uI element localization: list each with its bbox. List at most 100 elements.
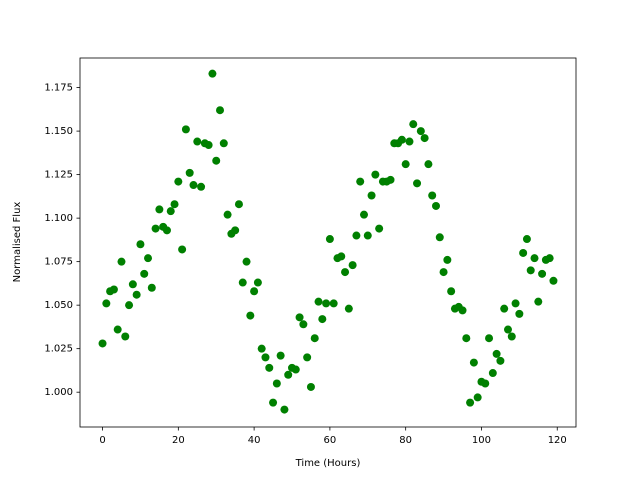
point	[344, 304, 353, 313]
point	[265, 363, 274, 372]
point	[431, 201, 440, 210]
point	[519, 248, 528, 257]
point	[325, 235, 334, 244]
point	[386, 175, 395, 184]
y-axis-label: Normalised Flux	[12, 202, 23, 283]
point	[439, 268, 448, 277]
x-tick-label: 100	[472, 435, 491, 446]
point	[352, 231, 361, 240]
point	[530, 254, 539, 263]
x-tick-label: 0	[99, 435, 105, 446]
point	[295, 313, 304, 322]
point	[515, 309, 524, 318]
x-tick-label: 80	[399, 435, 412, 446]
point	[231, 226, 240, 235]
point	[140, 269, 149, 278]
point	[174, 177, 183, 186]
point	[485, 334, 494, 343]
point	[428, 191, 437, 200]
point	[511, 299, 520, 308]
point	[189, 181, 198, 190]
x-tick-label: 20	[172, 435, 185, 446]
point	[185, 168, 194, 177]
point	[109, 285, 118, 294]
point	[337, 252, 346, 261]
point	[155, 205, 164, 214]
point	[447, 287, 456, 296]
point	[291, 365, 300, 374]
point	[113, 325, 122, 334]
point	[310, 334, 319, 343]
point	[318, 315, 327, 324]
point	[522, 235, 531, 244]
point	[253, 278, 262, 287]
point	[276, 351, 285, 360]
point	[488, 369, 497, 378]
point	[272, 379, 281, 388]
point	[420, 134, 429, 143]
point	[500, 304, 509, 313]
point	[216, 106, 225, 115]
point	[166, 207, 175, 216]
point	[371, 170, 380, 179]
point	[329, 299, 338, 308]
point	[375, 224, 384, 233]
point	[136, 240, 145, 249]
y-tick-label: 1.050	[44, 300, 73, 311]
point	[397, 135, 406, 144]
point	[132, 290, 141, 299]
point	[466, 398, 475, 407]
y-tick-label: 1.150	[44, 126, 73, 137]
point	[367, 191, 376, 200]
point	[170, 200, 179, 209]
point	[98, 339, 107, 348]
point	[162, 226, 171, 235]
point	[481, 379, 490, 388]
point	[151, 224, 160, 233]
point	[503, 325, 512, 334]
point	[208, 69, 217, 78]
point	[128, 280, 137, 289]
point	[322, 299, 331, 308]
point	[269, 398, 278, 407]
point	[473, 393, 482, 402]
point	[526, 266, 535, 275]
point	[348, 261, 357, 270]
y-tick-label: 1.125	[44, 170, 73, 181]
point	[424, 160, 433, 169]
point	[549, 276, 558, 285]
point	[458, 306, 467, 315]
point	[363, 231, 372, 240]
point	[117, 257, 126, 266]
point	[223, 210, 232, 219]
point	[204, 141, 213, 150]
point	[306, 382, 315, 391]
point	[416, 127, 425, 136]
y-tick-label: 1.100	[44, 213, 73, 224]
point	[341, 268, 350, 277]
point	[538, 269, 547, 278]
point	[121, 332, 130, 341]
point	[147, 283, 156, 292]
point	[246, 311, 255, 320]
point	[280, 405, 289, 414]
y-tick-label: 1.000	[44, 387, 73, 398]
point	[212, 156, 221, 165]
point	[462, 334, 471, 343]
x-tick-label: 120	[548, 435, 567, 446]
point	[250, 287, 259, 296]
point	[144, 254, 153, 263]
point	[284, 370, 293, 379]
point	[178, 245, 187, 254]
point	[496, 356, 505, 365]
point	[238, 278, 247, 287]
point	[401, 160, 410, 169]
point	[181, 125, 190, 134]
x-axis-label: Time (Hours)	[295, 458, 361, 469]
point	[242, 257, 251, 266]
axes-frame	[79, 57, 577, 428]
point	[356, 177, 365, 186]
point	[261, 353, 270, 362]
point	[534, 297, 543, 306]
